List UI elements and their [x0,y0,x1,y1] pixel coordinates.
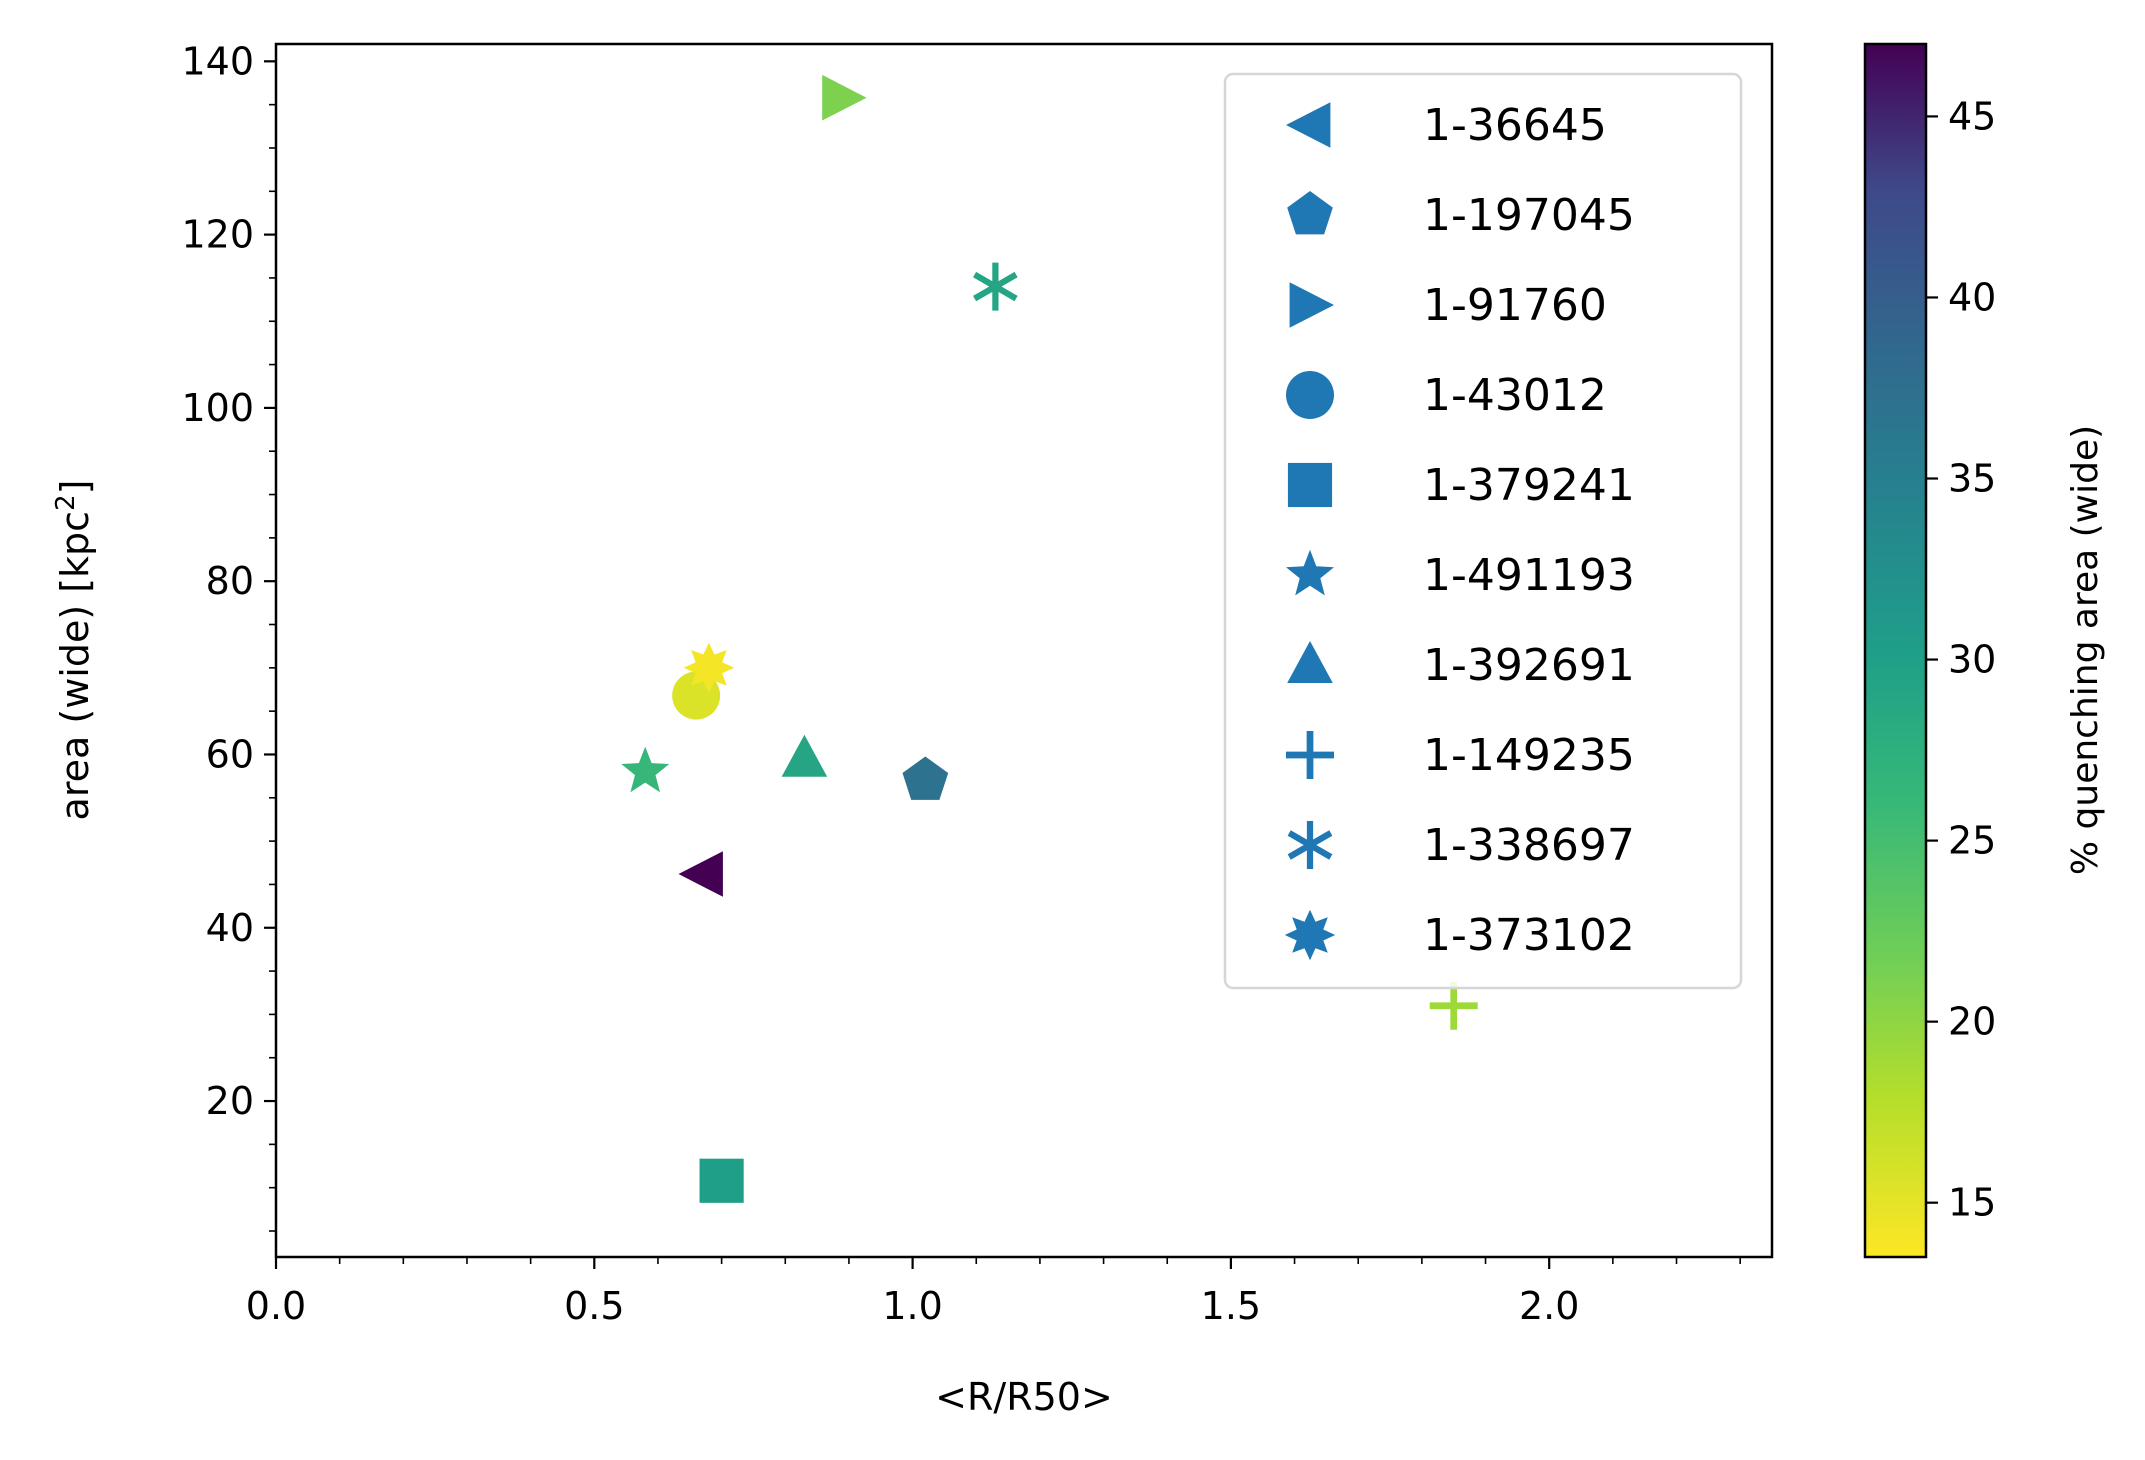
colorbar-tick-label: 15 [1948,1181,1996,1225]
colorbar: 15 20 25 30 35 40 45 % quenching area (wide) [1863,42,2106,1259]
data-point [973,262,1018,311]
colorbar-tick-label: 20 [1948,1000,1996,1044]
y-axis-ticks: 20 40 60 80 100 120 140 [181,39,276,1232]
colorbar-gradient [1863,42,1928,1259]
legend-marker [1289,282,1334,328]
x-tick-label: 2.0 [1519,1284,1579,1328]
colorbar-tick-label: 45 [1948,94,1996,138]
legend-label: 1-338697 [1423,820,1635,871]
colorbar-tick-label: 35 [1948,457,1996,501]
legend-marker [1287,191,1333,235]
colorbar-tick-label: 40 [1948,275,1996,319]
data-point [678,851,723,897]
legend-marker [1286,731,1334,779]
y-tick-label: 20 [206,1079,254,1123]
legend-label: 1-43012 [1423,370,1607,421]
y-tick-label: 140 [181,39,254,83]
data-point [699,1158,744,1203]
legend-label: 1-36645 [1423,100,1607,151]
y-tick-label: 40 [206,906,254,950]
legend-marker [1287,821,1333,869]
y-tick-label: 100 [181,386,254,430]
data-point [822,74,867,121]
legend-label: 1-392691 [1423,640,1635,691]
legend-label: 1-373102 [1423,910,1635,961]
x-tick-label: 1.5 [1201,1284,1261,1328]
y-tick-label: 80 [206,559,254,603]
colorbar-label: % quenching area (wide) [2065,425,2106,875]
x-axis-ticks: 0.0 0.5 1.0 1.5 2.0 [246,1257,1741,1328]
colorbar-ticks: 15 20 25 30 35 40 45 [1926,94,1996,1225]
legend-marker [1287,462,1333,508]
x-tick-label: 1.0 [882,1284,942,1328]
data-point [621,746,670,793]
x-axis-label: <R/R50> [935,1375,1113,1419]
data-points [621,74,1478,1203]
legend-label: 1-491193 [1423,550,1635,601]
legend-label: 1-91760 [1423,280,1607,331]
legend-label: 1-197045 [1423,190,1635,241]
data-point [683,642,735,693]
data-point [781,734,828,777]
x-tick-label: 0.5 [564,1284,624,1328]
legend-marker [1284,909,1336,961]
y-axis-label: area (wide) [kpc2] [51,480,97,821]
data-point [1429,981,1478,1030]
legend-marker [1286,102,1331,148]
y-tick-label: 120 [181,213,254,257]
legend-marker [1286,549,1334,596]
colorbar-tick-label: 25 [1948,819,1996,863]
plot-area-frame [274,42,1774,1259]
y-tick-label: 60 [206,732,254,776]
legend-marker [1286,371,1334,419]
legend-label: 1-379241 [1423,460,1635,511]
colorbar-tick-label: 30 [1948,638,1996,682]
legend-label: 1-149235 [1423,730,1635,781]
legend-marker [1287,641,1333,683]
legend: 1-36645 1-197045 1-91760 1-43012 1-379241 1-4… [1223,72,1743,990]
legend-box [1223,72,1743,990]
x-tick-label: 0.0 [246,1284,306,1328]
data-point [902,756,949,800]
